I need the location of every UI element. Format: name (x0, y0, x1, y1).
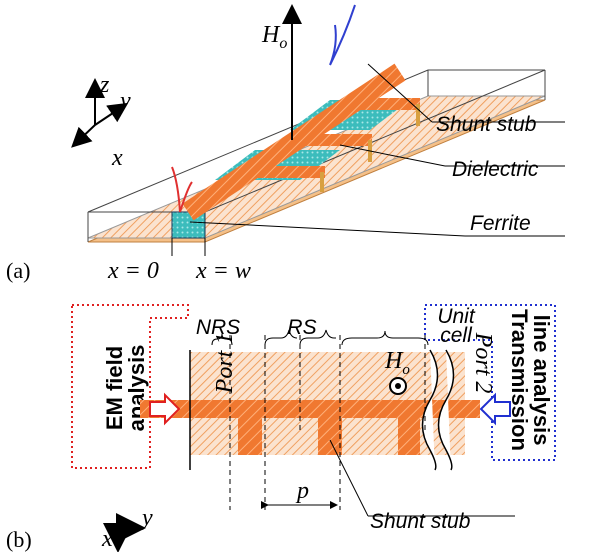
panel-label: (a) (6, 258, 30, 283)
panel-a: Ho z y x Shunt stub Dielectric Ferrite x… (6, 4, 565, 284)
analysis-label: line analysis (529, 315, 554, 446)
analysis-label: analysis (124, 345, 149, 432)
field-subscript: o (279, 35, 287, 52)
port-label: Port 2 (470, 332, 496, 394)
strip (182, 63, 406, 221)
position-label: x = 0 (107, 258, 159, 284)
axis-y: y (140, 505, 153, 531)
unit-cell-label: cell (440, 324, 473, 347)
axis-x: x (101, 526, 113, 552)
panel-label: (b) (6, 527, 32, 552)
field-label: Ho (384, 348, 410, 378)
period-label: p (295, 478, 309, 504)
port-label: Port 1 (212, 333, 238, 395)
axis-z: z (99, 72, 110, 98)
axis-y: y (118, 88, 131, 114)
region-label: NRS (196, 316, 240, 339)
field-symbol: H (261, 22, 281, 48)
label: Dielectric (452, 158, 539, 181)
region-label: RS (287, 316, 316, 339)
unit-cell-label: Unit (437, 305, 476, 328)
field-label: Ho (261, 22, 287, 52)
field-subscript: o (402, 362, 410, 378)
label: Ferrite (470, 212, 531, 235)
stub (318, 418, 342, 455)
axis-x: x (111, 145, 123, 171)
em-box (71, 304, 189, 469)
label: Shunt stub (436, 113, 537, 136)
stub (398, 418, 420, 455)
analysis-label: EM field (102, 346, 127, 430)
stubs (240, 98, 420, 178)
port-arrow (479, 392, 511, 426)
position-label: x = w (195, 258, 251, 284)
analysis-label: Transmission (507, 309, 532, 451)
stub-label: Shunt stub (370, 510, 471, 533)
stub (238, 418, 262, 455)
field-symbol: H (384, 348, 404, 374)
port-arrow (149, 392, 181, 426)
panel-b: EM field analysis Transmission line anal… (6, 304, 556, 552)
